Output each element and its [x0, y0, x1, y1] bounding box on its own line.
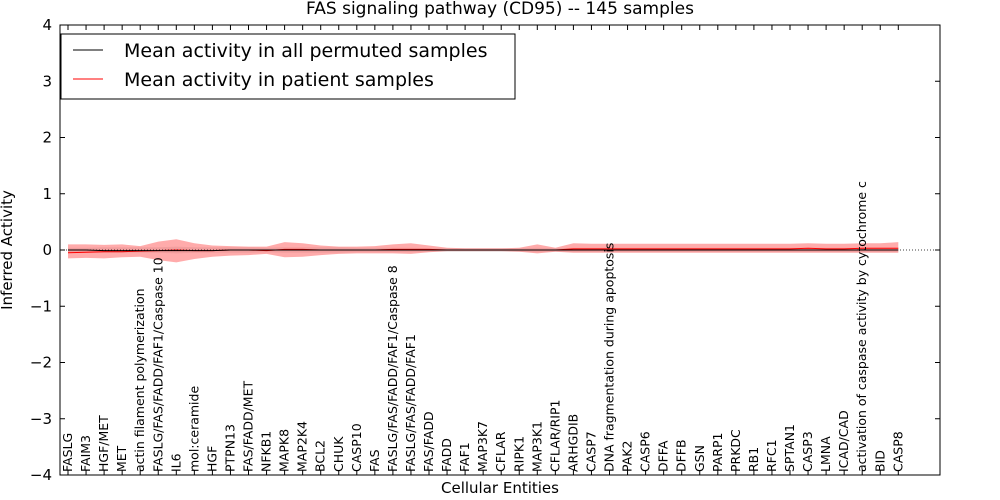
- category-label: DFFA: [656, 440, 671, 472]
- y-axis: −4 −3 −2 −1 0 1 2 3 4: [30, 16, 940, 484]
- category-label: FAF1: [457, 442, 472, 472]
- category-label: IL6: [168, 453, 183, 472]
- category-labels: FASLG FAIM3 HGF/MET MET actin filament polym…: [60, 181, 905, 472]
- category-label: CASP8: [890, 431, 905, 472]
- category-label: CFLAR: [493, 431, 508, 472]
- x-axis-label: Cellular Entities: [441, 479, 559, 497]
- category-label: CASP7: [583, 431, 598, 472]
- y-tick-label: 2: [42, 129, 52, 147]
- category-label: HGF/MET: [96, 415, 111, 472]
- category-label: FAIM3: [78, 435, 93, 472]
- category-label: HGF: [204, 446, 219, 472]
- category-label: FAS: [367, 449, 382, 472]
- category-label: FASLG: [60, 433, 75, 472]
- category-label: FASLG/FAS/FADD/FAF1/Caspase 10: [150, 257, 165, 472]
- category-label: FADD: [439, 438, 454, 472]
- category-label: MET: [114, 445, 129, 472]
- y-tick-label: −2: [30, 354, 52, 372]
- category-label: CASP10: [349, 423, 364, 472]
- category-label: FAS/FADD/MET: [241, 381, 256, 472]
- category-label: mol:ceramide: [186, 386, 201, 472]
- y-tick-label: 3: [42, 72, 52, 90]
- category-label: FASLG/FAS/FADD/FAF1/Caspase 8: [385, 265, 400, 472]
- chart-title: FAS signaling pathway (CD95) -- 145 samp…: [306, 0, 694, 19]
- y-tick-label: −4: [30, 466, 52, 484]
- category-label: MAP3K7: [475, 421, 490, 472]
- category-label: RB1: [746, 447, 761, 472]
- legend-label-permuted: Mean activity in all permuted samples: [124, 40, 487, 62]
- category-label: PRKDC: [728, 429, 743, 472]
- category-label: PARP1: [710, 433, 725, 472]
- y-tick-label: 1: [42, 185, 52, 203]
- category-label: FAS/FADD: [421, 411, 436, 472]
- category-label: actin filament polymerization: [132, 288, 147, 472]
- category-label: NFKB1: [259, 431, 274, 472]
- category-label: MAP3K1: [529, 421, 544, 472]
- category-label: BID: [872, 450, 887, 472]
- category-label: ARHGDIB: [565, 414, 580, 472]
- category-label: ICAD/CAD: [836, 410, 851, 472]
- legend-box: [60, 33, 516, 100]
- series-lines: [60, 247, 940, 254]
- category-label: GSN: [692, 445, 707, 472]
- category-label: CFLAR/RIP1: [547, 400, 562, 472]
- y-tick-label: −1: [30, 297, 52, 315]
- category-label: DFFB: [674, 439, 689, 472]
- category-label: CHUK: [331, 436, 346, 472]
- category-label: activation of caspase activity by cytoch…: [854, 181, 869, 472]
- category-label: PTPN13: [222, 424, 237, 472]
- category-label: RIPK1: [511, 436, 526, 472]
- category-label: CASP6: [638, 431, 653, 472]
- category-label: BCL2: [313, 440, 328, 472]
- category-label: PAK2: [620, 441, 635, 472]
- category-label: MAPK8: [277, 429, 292, 472]
- y-axis-label: Inferred Activity: [0, 190, 16, 310]
- category-label: FASLG/FAS/FADD/FAF1: [403, 334, 418, 472]
- category-label: DNA fragmentation during apoptosis: [602, 243, 617, 472]
- category-label: SPTAN1: [782, 424, 797, 472]
- legend: Mean activity in all permuted samples Me…: [60, 33, 516, 100]
- legend-label-patient: Mean activity in patient samples: [124, 69, 434, 91]
- y-tick-label: 4: [42, 16, 52, 34]
- y-tick-label: 0: [42, 241, 52, 259]
- category-label: CASP3: [800, 431, 815, 472]
- category-label: LMNA: [818, 436, 833, 472]
- category-label: MAP2K4: [295, 421, 310, 472]
- band-patient: [68, 239, 899, 263]
- category-label: RFC1: [764, 439, 779, 472]
- y-tick-label: −3: [30, 410, 52, 428]
